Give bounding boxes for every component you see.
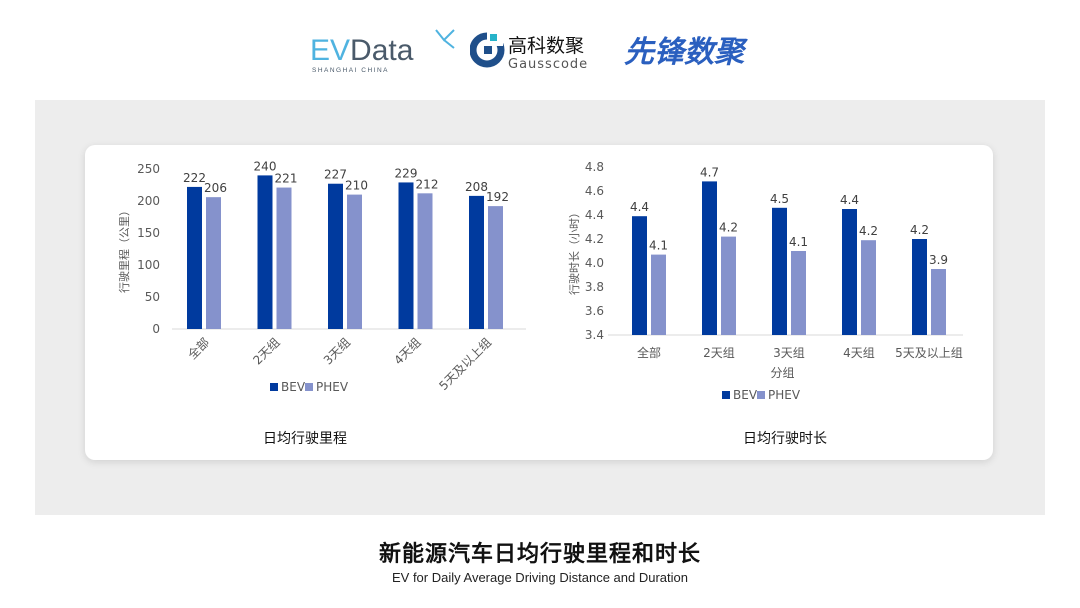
xianfeng-logo: 先锋数聚: [624, 35, 748, 70]
data-label-bev: 4.4: [840, 193, 859, 207]
legend-label-bev: BEV: [281, 380, 306, 394]
y-axis-label: 行驶里程（公里）: [117, 205, 131, 293]
gausscode-logo: 高科数聚 Gausscode: [470, 32, 588, 72]
y-tick-label: 4.6: [585, 184, 604, 198]
x-axis-label: 分组: [770, 366, 794, 380]
xianfeng-logo-text: 先锋数聚: [624, 35, 748, 70]
chart-card: [85, 145, 993, 460]
legend-swatch-phev: [305, 383, 313, 391]
y-tick-label: 4.4: [585, 208, 604, 222]
x-tick-label: 5天及以上组: [895, 346, 963, 360]
bar-phev-1: [276, 187, 292, 329]
bar-phev-2: [347, 194, 362, 329]
x-tick-label: 全部: [637, 345, 661, 360]
data-label-bev: 4.4: [630, 200, 649, 214]
bar-phev-1: [721, 236, 736, 335]
y-tick-label: 200: [137, 194, 160, 208]
data-label-bev: 4.7: [700, 165, 719, 179]
legend-swatch-bev: [270, 383, 278, 391]
y-tick-label: 4.2: [585, 232, 604, 246]
data-label-phev: 192: [486, 190, 509, 204]
data-label-phev: 4.2: [859, 224, 878, 238]
y-tick-label: 4.0: [585, 256, 604, 270]
x-tick-label: 2天组: [250, 335, 282, 367]
legend-swatch-bev: [722, 391, 730, 399]
x-tick-label: 全部: [185, 335, 213, 363]
footer-title: 新能源汽车日均行驶里程和时长: [378, 542, 701, 567]
y-tick-label: 150: [137, 226, 160, 240]
data-label-phev: 4.2: [719, 221, 738, 235]
gausscode-logo-en: Gausscode: [508, 57, 588, 72]
data-label-bev: 240: [254, 159, 277, 173]
bar-bev-0: [632, 216, 647, 335]
data-label-bev: 208: [465, 180, 488, 194]
bar-bev-3: [842, 209, 857, 335]
bar-bev-4: [469, 195, 484, 329]
evdata-logo-text: EVData: [310, 34, 414, 67]
y-tick-label: 50: [145, 290, 160, 304]
legend-swatch-phev: [757, 391, 765, 399]
data-label-bev: 222: [183, 171, 206, 185]
logo-bar: EVData SHANGHAI CHINA 高科数聚 Gausscode 先锋数…: [0, 22, 1080, 78]
evdata-logo-subtitle: SHANGHAI CHINA: [312, 67, 389, 74]
chart-title: 日均行驶里程: [263, 431, 347, 447]
y-tick-label: 3.6: [585, 304, 604, 318]
bar-bev-1: [257, 175, 273, 329]
legend-label-bev: BEV: [733, 388, 758, 402]
bar-phev-4: [488, 206, 503, 329]
y-tick-label: 3.8: [585, 280, 604, 294]
y-tick-label: 0: [152, 322, 160, 336]
data-label-bev: 4.2: [910, 223, 929, 237]
bar-bev-3: [398, 182, 414, 329]
x-tick-label: 5天及以上组: [436, 335, 494, 393]
x-tick-label: 3天组: [321, 335, 353, 367]
bar-phev-3: [861, 240, 876, 335]
gausscode-logo-cn: 高科数聚: [508, 35, 584, 57]
bar-phev-4: [931, 269, 946, 335]
data-label-phev: 4.1: [649, 239, 668, 253]
y-tick-label: 4.8: [585, 160, 604, 174]
data-label-phev: 221: [275, 172, 298, 186]
data-label-phev: 212: [416, 177, 439, 191]
y-tick-label: 3.4: [585, 328, 604, 342]
data-label-bev: 227: [324, 168, 347, 182]
bar-phev-0: [651, 254, 666, 335]
chart-title: 日均行驶时长: [743, 431, 827, 447]
footer-subtitle: EV for Daily Average Driving Distance an…: [391, 570, 689, 585]
legend-label-phev: PHEV: [316, 380, 349, 394]
x-tick-label: 4天组: [391, 335, 423, 367]
legend-label-phev: PHEV: [768, 388, 801, 402]
bar-phev-0: [206, 197, 221, 329]
bar-phev-2: [791, 251, 806, 335]
bar-bev-1: [702, 181, 717, 335]
evdata-logo: EVData SHANGHAI CHINA: [310, 29, 455, 74]
x-tick-label: 3天组: [773, 346, 805, 360]
bar-phev-3: [417, 193, 433, 329]
data-label-phev: 210: [345, 179, 368, 193]
y-tick-label: 250: [137, 162, 160, 176]
x-tick-label: 2天组: [703, 346, 735, 360]
bar-bev-2: [772, 207, 787, 335]
data-label-phev: 3.9: [929, 253, 948, 267]
data-label-bev: 4.5: [770, 192, 789, 206]
data-label-bev: 229: [395, 166, 418, 180]
y-tick-label: 100: [137, 258, 160, 272]
bar-bev-0: [187, 186, 202, 329]
bar-bev-4: [912, 239, 927, 335]
data-label-phev: 4.1: [789, 235, 808, 249]
bar-bev-2: [328, 183, 343, 329]
x-tick-label: 4天组: [843, 346, 875, 360]
y-axis-label: 行驶时长（小时）: [567, 207, 581, 295]
data-label-phev: 206: [204, 181, 227, 195]
